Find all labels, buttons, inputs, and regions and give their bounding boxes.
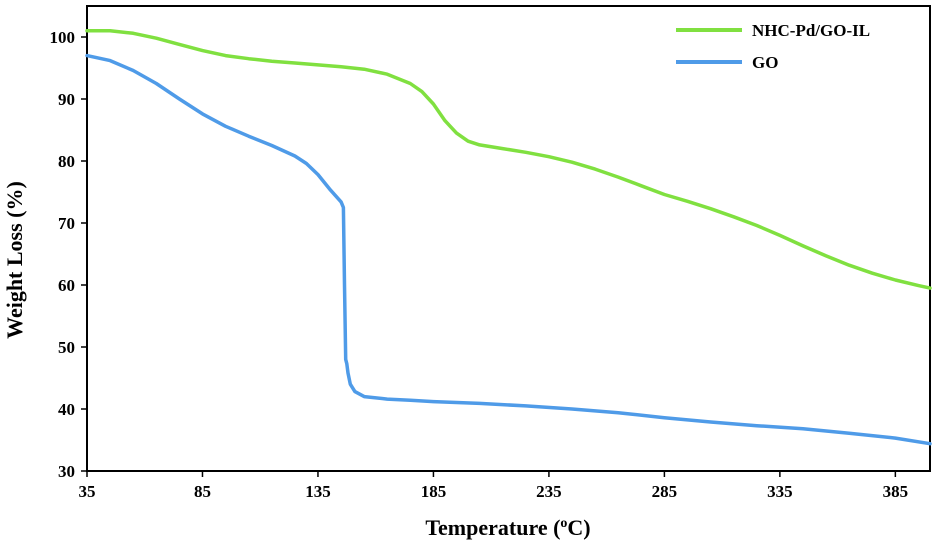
x-axis-ticks: 35 85 135 185 235 285 335 385 xyxy=(79,471,909,501)
series-line-go xyxy=(85,53,932,446)
y-tick-label: 100 xyxy=(50,28,76,47)
x-tick-label: 285 xyxy=(652,482,678,501)
x-tick-label: 185 xyxy=(421,482,447,501)
x-tick-label: 335 xyxy=(767,482,793,501)
legend: NHC-Pd/GO-IL GO xyxy=(676,21,870,72)
x-tick-label: 385 xyxy=(883,482,909,501)
y-tick-label: 70 xyxy=(58,214,75,233)
y-tick-label: 80 xyxy=(58,152,75,171)
x-axis-title: Temperature (oC) xyxy=(425,515,590,540)
series-line-nhc-pd-go-il xyxy=(85,29,932,290)
legend-label: NHC-Pd/GO-IL xyxy=(752,21,870,40)
plot-frame xyxy=(86,5,931,472)
x-tick-label: 85 xyxy=(194,482,211,501)
y-tick-label: 50 xyxy=(58,338,75,357)
y-tick-label: 60 xyxy=(58,276,75,295)
x-tick-label: 135 xyxy=(305,482,331,501)
x-tick-label: 235 xyxy=(536,482,562,501)
x-tick-label: 35 xyxy=(79,482,96,501)
y-tick-label: 90 xyxy=(58,90,75,109)
y-tick-label: 30 xyxy=(58,462,75,481)
legend-label: GO xyxy=(752,53,778,72)
y-axis-title: Weight Loss (%) xyxy=(2,181,27,339)
y-axis-ticks: 30 40 50 60 70 80 90 100 xyxy=(50,28,87,481)
series-layer xyxy=(85,29,932,446)
y-tick-label: 40 xyxy=(58,400,75,419)
